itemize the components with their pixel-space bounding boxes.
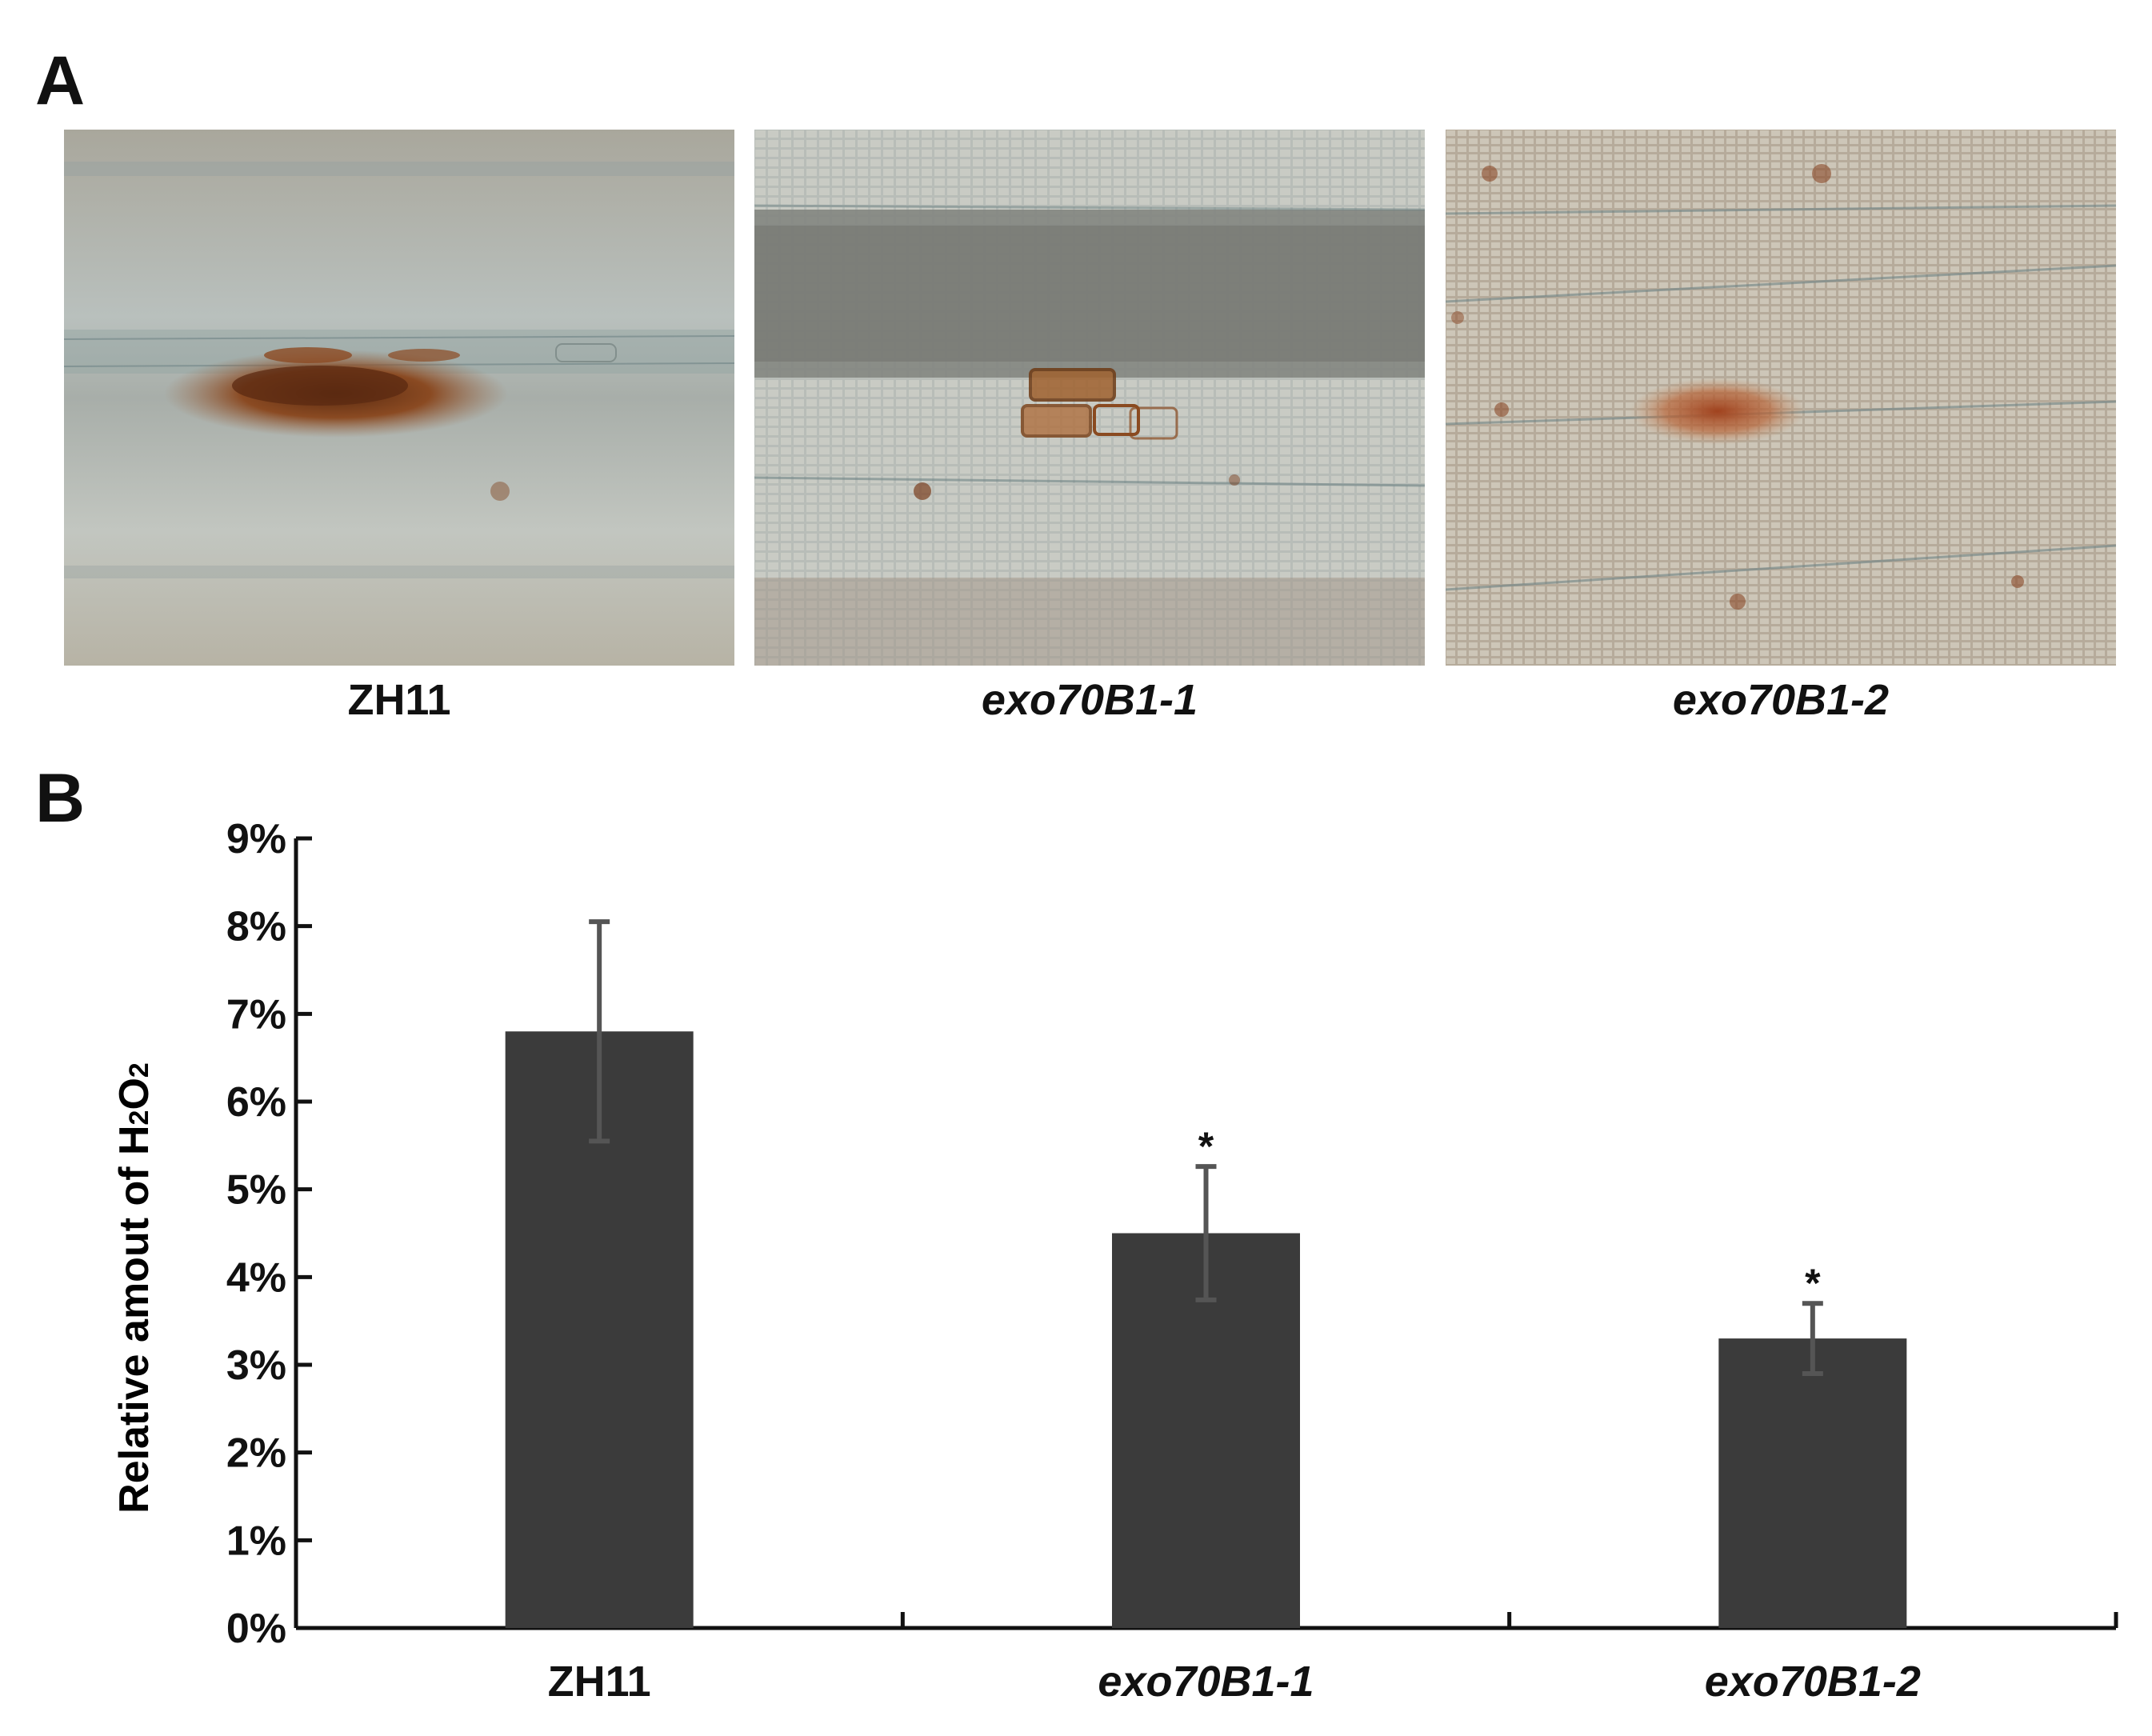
y-tick-label: 7% — [226, 991, 286, 1038]
y-tick-label: 5% — [226, 1167, 286, 1214]
micrograph-zh11 — [64, 130, 734, 666]
y-tick-label: 1% — [226, 1518, 286, 1564]
y-axis-label: Relative amout of H2O2 — [111, 1062, 158, 1514]
bar-chart: 0% 1% 2% 3% 4% 5% 6% 7% 8% 9% ZH11 * exo70B1-1 * exo70… — [111, 816, 2118, 1706]
y-tick-label: 8% — [226, 904, 286, 950]
bar — [1718, 1338, 1907, 1628]
y-axis-label-prefix: Relative amout of H — [111, 1125, 158, 1513]
micrograph-label-exo70b1-1: exo70B1-1 — [981, 676, 1198, 724]
y-axis-label-mid: O — [111, 1078, 158, 1110]
micrograph-label-exo70b1-2: exo70B1-2 — [1672, 676, 1890, 724]
y-tick-label: 9% — [226, 816, 286, 862]
micrograph-label-zh11: ZH11 — [347, 676, 451, 724]
x-tick-label: exo70B1-1 — [1098, 1658, 1314, 1706]
y-tick-label: 3% — [226, 1342, 286, 1389]
y-tick-label: 6% — [226, 1079, 286, 1126]
y-axis-label-sub1: 2 — [124, 1110, 154, 1126]
y-tick-label: 0% — [226, 1606, 286, 1652]
y-tick-label: 2% — [226, 1430, 286, 1477]
panel-b-letter: B — [35, 760, 86, 837]
panel-a-letter: A — [35, 42, 86, 119]
y-axis-label-sub2: 2 — [124, 1062, 154, 1078]
significance-marker: * — [1805, 1261, 1821, 1306]
chart-marks: 0% 1% 2% 3% 4% 5% 6% 7% 8% 9% ZH11 * exo70B1-1 * exo70… — [226, 816, 2118, 1706]
y-tick-label: 4% — [226, 1254, 286, 1301]
x-tick-label: ZH11 — [548, 1658, 651, 1706]
micrograph-exo70b1-2 — [1446, 130, 2116, 666]
significance-marker: * — [1198, 1124, 1214, 1169]
micrograph-exo70b1-1 — [754, 130, 1425, 666]
x-tick-label: exo70B1-2 — [1705, 1658, 1921, 1706]
